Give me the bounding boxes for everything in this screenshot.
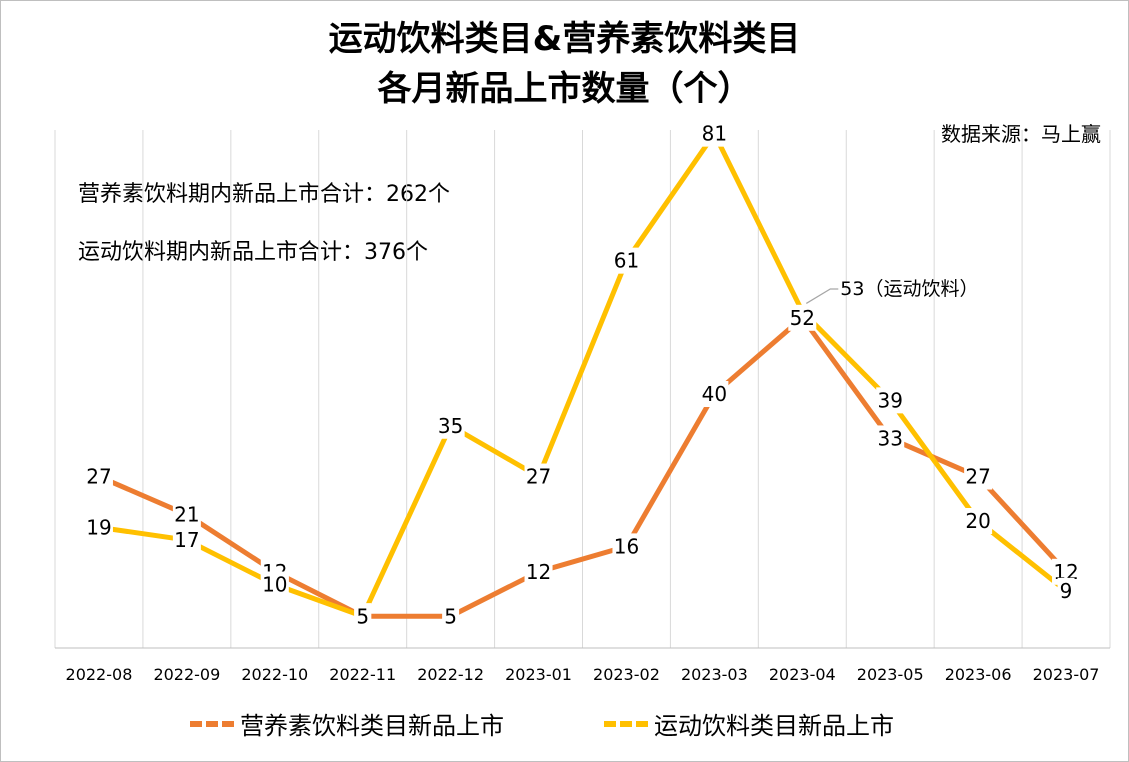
legend-label-nutrition: 营养素饮料类目新品上市 [240, 712, 504, 740]
x-tick-label: 2022-08 [66, 665, 133, 684]
data-label-bg [876, 387, 905, 414]
data-label: 27 [965, 465, 990, 489]
series-line-0 [96, 315, 1069, 619]
x-tick-label: 2023-07 [1033, 665, 1100, 684]
data-label-bg [964, 463, 993, 490]
data-label: 20 [965, 509, 990, 533]
chart-title-line1: 运动饮料类目&营养素饮料类目 [328, 19, 801, 59]
data-label-bg [442, 603, 460, 630]
data-source: 数据来源：马上赢 [941, 122, 1101, 146]
data-label-bg [524, 463, 553, 490]
x-tick-label: 2023-06 [945, 665, 1012, 684]
x-tick-label: 2023-01 [505, 665, 572, 684]
data-label-bg [84, 463, 113, 490]
line-chart: 2022-08 2022-09 2022-10 2022-11 2022-12 2023-… [54, 120, 1111, 684]
data-label: 17 [174, 528, 199, 552]
chart-title: 运动饮料类目&营养素饮料类目 各月新品上市数量（个） [0, 14, 1129, 114]
data-label-bg [876, 425, 905, 452]
data-label: 19 [86, 515, 111, 539]
data-label-bg [260, 571, 289, 598]
data-label: 81 [702, 122, 727, 146]
callout-leader [805, 288, 839, 304]
data-label-bg [700, 120, 729, 147]
x-tick-label: 2023-05 [857, 665, 924, 684]
legend-item-nutrition: 营养素饮料类目新品上市 [190, 706, 504, 741]
sports-total-note: 运动饮料期内新品上市合计：376个 [78, 240, 428, 265]
data-label-bg [354, 603, 372, 630]
data-label: 12 [526, 560, 551, 584]
data-label: 33 [877, 426, 902, 450]
legend-item-sports: 运动饮料类目新品上市 [604, 706, 894, 741]
data-label: 35 [438, 414, 463, 438]
legend-swatch-sports [604, 720, 648, 727]
x-tick-label: 2022-09 [153, 665, 220, 684]
callout-label: 53（运动饮料） [840, 278, 978, 300]
x-tick-label: 2023-03 [681, 665, 748, 684]
data-label-bg [524, 558, 553, 585]
chart-title-line2: 各月新品上市数量（个） [377, 69, 752, 109]
legend: 营养素饮料类目新品上市 运动饮料类目新品上市 [0, 706, 1129, 740]
legend-swatch-nutrition [190, 720, 234, 727]
data-label: 16 [614, 534, 639, 558]
data-label-bg [172, 527, 201, 554]
x-tick-label: 2022-12 [417, 665, 484, 684]
data-label-bg [700, 381, 729, 407]
data-label-bg [788, 304, 817, 331]
data-label: 27 [86, 465, 111, 489]
data-label: 61 [614, 249, 639, 273]
data-label: 5 [356, 604, 369, 628]
data-label: 5 [444, 604, 457, 628]
data-label: 27 [526, 465, 551, 489]
data-label-bg [612, 533, 641, 560]
x-tick-label: 2023-04 [769, 665, 836, 684]
data-label: 10 [262, 573, 287, 597]
data-label: 39 [877, 388, 902, 412]
x-tick-label: 2022-10 [241, 665, 308, 684]
x-tick-label: 2023-02 [593, 665, 660, 684]
data-label-bg [84, 514, 113, 541]
data-label: 52 [790, 306, 815, 330]
data-label-bg [964, 508, 993, 534]
nutrition-total-note: 营养素饮料期内新品上市合计：262个 [78, 182, 450, 207]
data-label-bg [436, 412, 465, 439]
data-label: 40 [702, 382, 727, 406]
legend-label-sports: 运动饮料类目新品上市 [654, 712, 894, 740]
data-label-bg [1057, 577, 1075, 604]
series-line-1 [96, 131, 1069, 619]
data-label: 9 [1060, 579, 1073, 603]
x-tick-label: 2022-11 [329, 665, 396, 684]
data-label-bg [172, 501, 201, 528]
data-label-bg [612, 247, 641, 274]
data-label: 21 [174, 503, 199, 527]
